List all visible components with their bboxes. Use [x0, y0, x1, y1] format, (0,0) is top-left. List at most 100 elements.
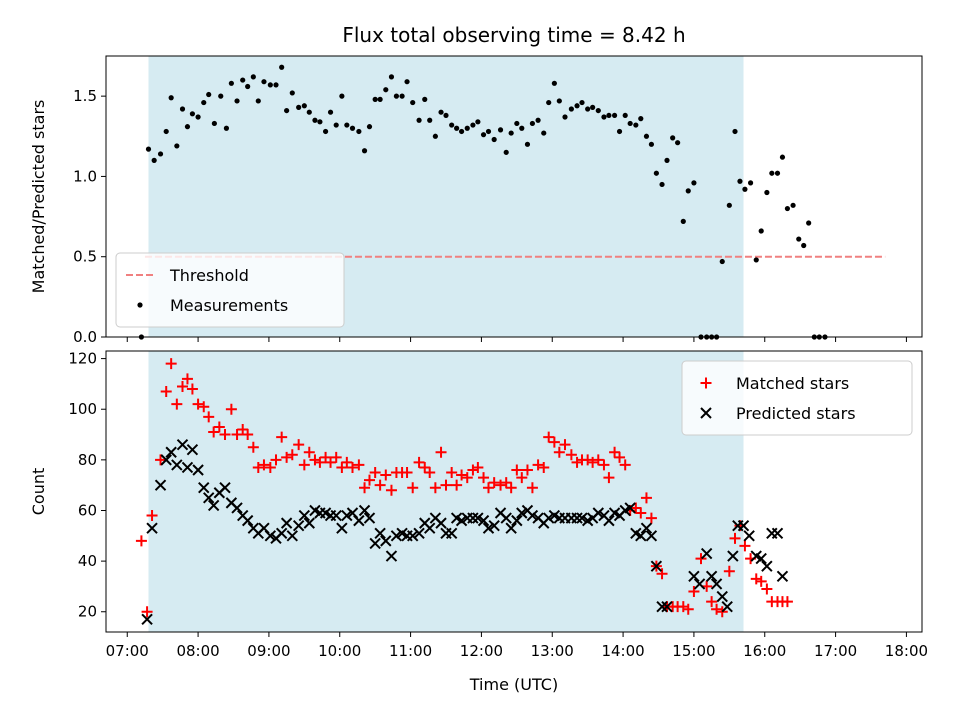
data-point	[743, 530, 755, 542]
observing-span-shade	[148, 351, 744, 632]
x-tick-label: 12:00	[460, 642, 503, 660]
data-point	[635, 507, 647, 519]
data-point	[721, 600, 733, 613]
data-point	[449, 122, 455, 128]
data-point	[279, 64, 285, 70]
panel-1: 0.0 0.5 1.0 1.5 Matched/Predicted stars Thres…	[29, 55, 923, 346]
data-point	[203, 492, 215, 504]
data-point	[700, 547, 713, 560]
data-point	[633, 122, 639, 128]
data-point	[359, 482, 371, 494]
legend-plus-swatch	[700, 377, 712, 389]
data-point	[638, 116, 644, 122]
data-point	[482, 522, 495, 534]
data-point	[543, 512, 555, 524]
data-point	[790, 202, 796, 208]
x-tick-label: 17:00	[814, 642, 857, 660]
data-point	[380, 535, 392, 547]
data-point	[195, 114, 201, 120]
data-point	[562, 114, 568, 120]
data-point	[576, 512, 588, 524]
data-point	[485, 128, 492, 135]
data-point	[298, 459, 310, 471]
data-point	[491, 136, 497, 143]
data-point	[645, 512, 657, 524]
data-point	[413, 527, 425, 539]
data-point	[716, 606, 728, 618]
data-point	[706, 596, 718, 608]
legend-dot-swatch	[137, 302, 143, 308]
data-point	[353, 459, 365, 471]
data-point	[659, 181, 665, 188]
axes-frame	[105, 55, 923, 338]
data-point	[571, 456, 583, 468]
data-point	[198, 401, 210, 413]
data-point	[755, 552, 767, 565]
data-point	[181, 461, 194, 474]
data-point	[458, 128, 465, 135]
x-tick-label: 08:00	[176, 642, 219, 660]
data-point	[186, 383, 198, 395]
data-point	[289, 90, 295, 96]
panel-2: 07:00 08:00 09:00 10:00 11:00 12:00 13:00 14:00…	[29, 350, 928, 660]
data-point	[726, 202, 732, 208]
data-point	[160, 386, 172, 398]
data-point	[781, 596, 793, 608]
data-point	[729, 532, 741, 544]
data-point	[231, 502, 243, 514]
data-point	[443, 112, 449, 119]
data-point	[280, 517, 293, 529]
y-tick-label: 1.0	[73, 167, 97, 185]
data-point	[206, 91, 212, 98]
data-point	[505, 482, 517, 494]
data-point	[219, 481, 231, 494]
data-point	[590, 104, 596, 110]
data-point	[339, 93, 345, 99]
data-point	[385, 484, 397, 496]
data-point	[413, 456, 425, 468]
data-point	[524, 141, 531, 147]
data-point	[582, 454, 594, 466]
data-point	[627, 120, 633, 127]
data-point	[322, 128, 329, 135]
data-point	[281, 451, 293, 463]
x-tick-label: 18:00	[885, 642, 928, 660]
data-point	[344, 122, 350, 128]
data-point	[606, 112, 612, 119]
data-point	[286, 449, 298, 461]
data-point	[374, 527, 386, 539]
data-point	[306, 109, 312, 115]
data-point	[399, 93, 405, 99]
data-point	[312, 117, 318, 123]
data-point	[165, 446, 177, 458]
data-point	[653, 170, 659, 176]
data-point	[505, 522, 517, 534]
legend-label: Predicted stars	[736, 404, 856, 423]
data-point	[267, 82, 273, 88]
data-point	[747, 180, 754, 186]
data-point	[385, 550, 398, 562]
data-point	[146, 522, 158, 534]
data-point	[361, 148, 368, 154]
data-point	[535, 117, 541, 123]
data-point	[801, 242, 807, 249]
data-point	[483, 482, 494, 494]
data-point	[519, 125, 525, 131]
data-point	[500, 477, 512, 489]
data-point	[680, 218, 686, 224]
data-point	[758, 228, 764, 234]
data-point	[455, 514, 468, 527]
data-point	[309, 454, 321, 466]
data-point	[579, 99, 585, 106]
data-point	[176, 438, 189, 451]
data-point	[691, 180, 697, 186]
data-point	[141, 606, 153, 618]
data-point	[732, 128, 738, 135]
data-point	[390, 530, 403, 542]
data-point	[404, 79, 410, 85]
data-point	[407, 530, 419, 542]
data-point	[755, 575, 767, 587]
data-point	[317, 119, 323, 125]
data-point	[429, 482, 441, 494]
data-point	[587, 456, 599, 468]
